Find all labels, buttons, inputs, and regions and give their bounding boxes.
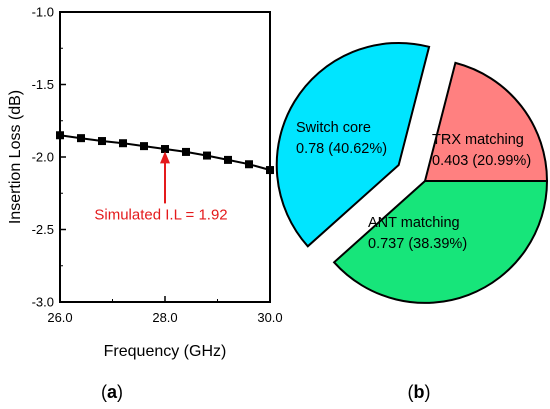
pie-slices xyxy=(275,42,549,304)
data-point xyxy=(182,147,190,156)
y-tick-label: -1.5 xyxy=(32,77,54,92)
slice-name-label: Switch core xyxy=(296,120,371,136)
annotation-arrow xyxy=(160,151,170,204)
x-tick-label: 30.0 xyxy=(257,310,282,325)
x-axis-title: Frequency (GHz) xyxy=(104,343,227,360)
x-tick-label: 28.0 xyxy=(152,310,177,325)
chart-b: Switch core 0.78 (40.62%) TRX matching 0.40… xyxy=(275,42,549,402)
y-tick-label: -3.0 xyxy=(32,295,54,310)
slice-value-label: 0.737 (38.39%) xyxy=(368,236,467,252)
panel-label-b-close: ) xyxy=(425,382,431,402)
data-point xyxy=(77,134,85,143)
y-axis-title: Insertion Loss (dB) xyxy=(7,90,24,224)
y-tick-label: -1.0 xyxy=(32,5,54,20)
data-point xyxy=(119,139,127,148)
slice-name-label: ANT matching xyxy=(368,215,460,231)
chart-a: -1.0 -1.5 -2.0 -2.5 -3.0 26.0 28.0 30.0 Simula… xyxy=(7,5,283,403)
pie-slice xyxy=(332,180,549,304)
panel-label-a-close: ) xyxy=(117,382,123,402)
panel-label-a-letter: a xyxy=(107,382,118,402)
panel-label-a-open: ( xyxy=(101,382,107,402)
slice-value-label: 0.78 (40.62%) xyxy=(296,141,387,157)
annotation-text: Simulated I.L = 1.92 xyxy=(94,206,227,223)
x-axis-ticks: 26.0 28.0 30.0 xyxy=(47,296,283,325)
data-point xyxy=(161,145,169,154)
slice-value-label: 0.403 (20.99%) xyxy=(432,153,531,169)
data-point xyxy=(266,166,274,175)
data-point xyxy=(56,131,64,140)
series-markers xyxy=(56,131,274,175)
y-tick-label: -2.0 xyxy=(32,150,54,165)
y-tick-label: -2.5 xyxy=(32,222,54,237)
annotation-arrow-head xyxy=(160,151,170,164)
data-point xyxy=(98,137,106,146)
panel-label-b: (b) xyxy=(408,382,431,402)
pie-slice xyxy=(423,61,549,182)
data-point xyxy=(140,142,148,151)
data-point xyxy=(224,155,232,164)
slice-name-label: TRX matching xyxy=(432,132,524,148)
data-point xyxy=(203,151,211,160)
data-point xyxy=(245,160,253,169)
pie-labels: Switch core 0.78 (40.62%) TRX matching 0.40… xyxy=(296,120,531,252)
plot-frame xyxy=(59,11,271,303)
pie-slice xyxy=(275,42,431,248)
panel-label-a: (a) xyxy=(101,382,123,402)
panel-label-b-letter: b xyxy=(414,382,425,402)
x-tick-label: 26.0 xyxy=(47,310,72,325)
panel-label-b-open: ( xyxy=(408,382,414,402)
